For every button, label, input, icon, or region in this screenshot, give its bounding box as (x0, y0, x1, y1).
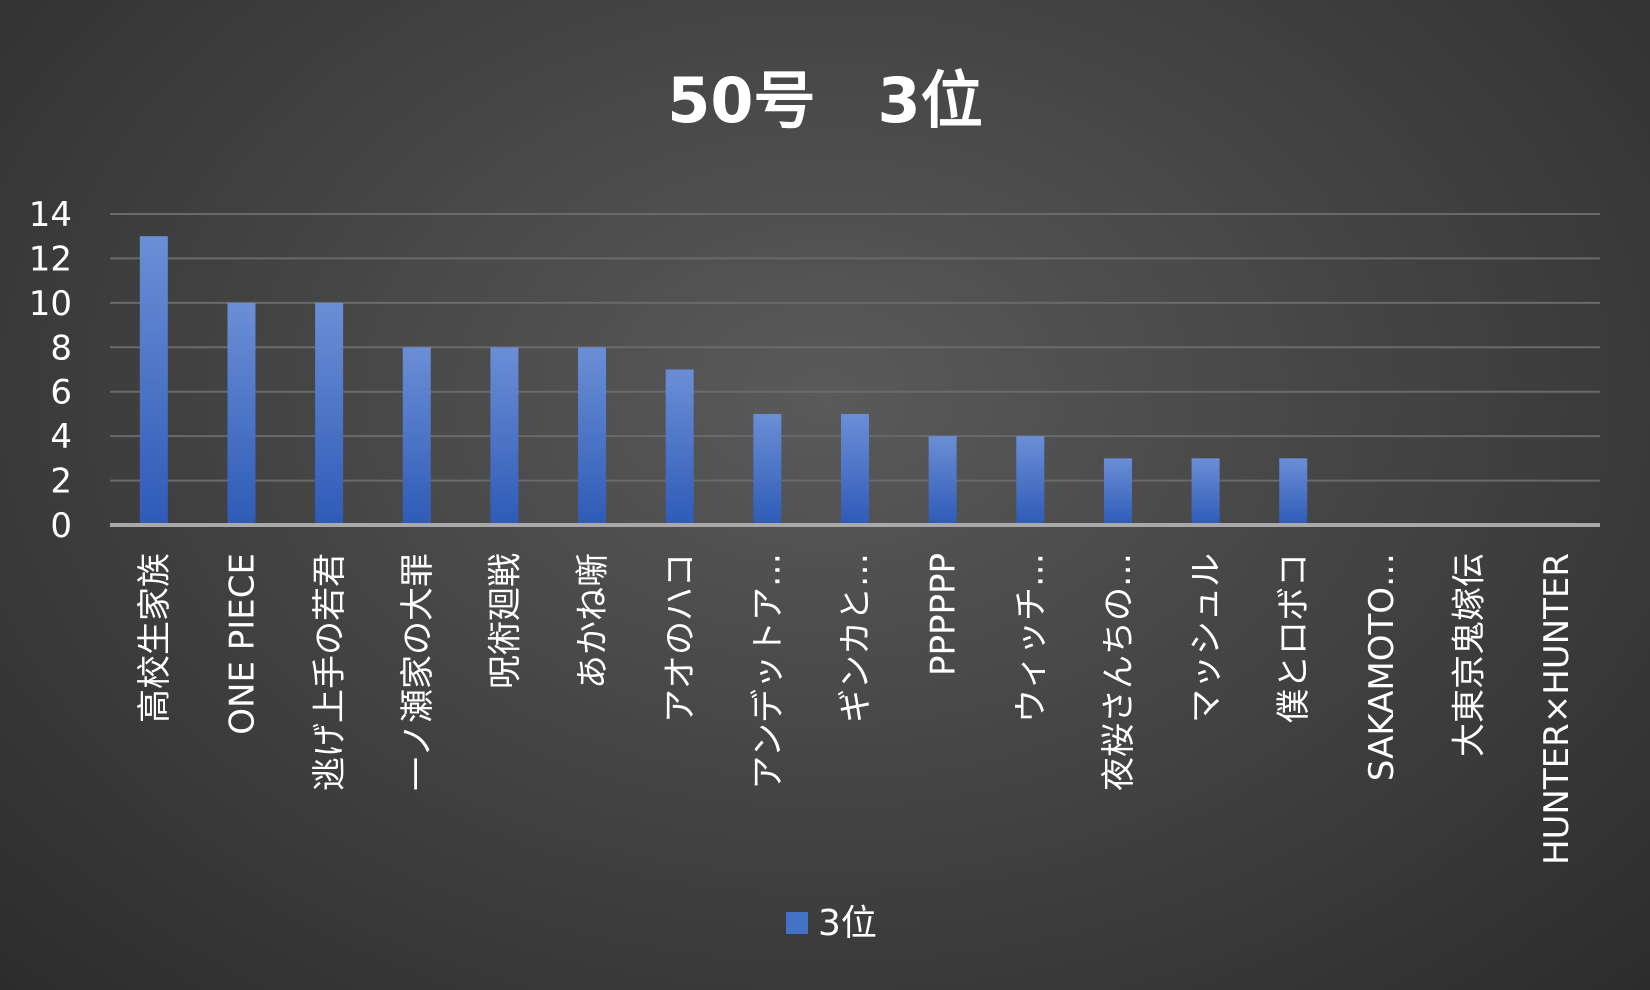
legend-swatch (786, 912, 808, 934)
y-tick-label: 10 (29, 284, 72, 324)
x-category-label: PPPPPP (924, 553, 964, 676)
bar (1279, 458, 1308, 525)
bar (753, 413, 782, 525)
x-category-label: HUNTER×HUNTER (1537, 553, 1577, 865)
x-category-label: SAKAMOTO… (1362, 553, 1402, 781)
bar (139, 236, 168, 525)
x-category-label: アオのハコ (661, 553, 701, 723)
bars (139, 236, 1308, 525)
y-tick-label: 4 (50, 417, 72, 457)
bar (1191, 458, 1220, 525)
y-tick-label: 0 (50, 506, 72, 546)
bar (1016, 436, 1045, 525)
x-category-label: 逃げ上手の若君 (310, 553, 350, 791)
legend: 3位 (786, 903, 877, 944)
legend-label: 3位 (818, 903, 877, 944)
bar (490, 347, 519, 525)
bar (315, 302, 344, 525)
x-category-label: ウィッチ… (1011, 553, 1051, 723)
x-category-label: 一ノ瀬家の大罪 (398, 553, 438, 791)
y-tick-label: 6 (50, 373, 72, 413)
x-category-label: 夜桜さんちの… (1099, 553, 1139, 791)
x-category-label: 呪術廻戦 (485, 553, 525, 689)
bar (227, 302, 256, 525)
bar (402, 347, 431, 525)
x-category-label: 大東京鬼嫁伝 (1450, 553, 1490, 757)
x-category-label: アンデットア… (748, 553, 788, 790)
bar (665, 369, 694, 525)
gridlines (110, 213, 1600, 482)
bar (1103, 458, 1132, 525)
x-category-label: 僕とロボコ (1274, 553, 1314, 723)
bar (928, 436, 957, 525)
chart-title: 50号 3位 (667, 64, 982, 137)
x-category-label: マッシュル (1187, 553, 1227, 723)
x-category-label: ギンカと… (836, 553, 876, 723)
x-category-label: 高校生家族 (135, 553, 175, 723)
y-tick-label: 2 (50, 462, 72, 502)
y-tick-label: 14 (29, 195, 72, 235)
y-tick-label: 12 (29, 239, 72, 279)
y-tick-label: 8 (50, 328, 72, 368)
x-category-label: ONE PIECE (222, 553, 262, 735)
bar (841, 413, 869, 525)
x-axis-categories: 高校生家族 ONE PIECE 逃げ上手の若君 一ノ瀬家の大罪 呪術廻戦 あかね噺 アオのハ… (135, 553, 1577, 865)
x-category-label: あかね噺 (573, 553, 613, 689)
bar (578, 347, 607, 525)
